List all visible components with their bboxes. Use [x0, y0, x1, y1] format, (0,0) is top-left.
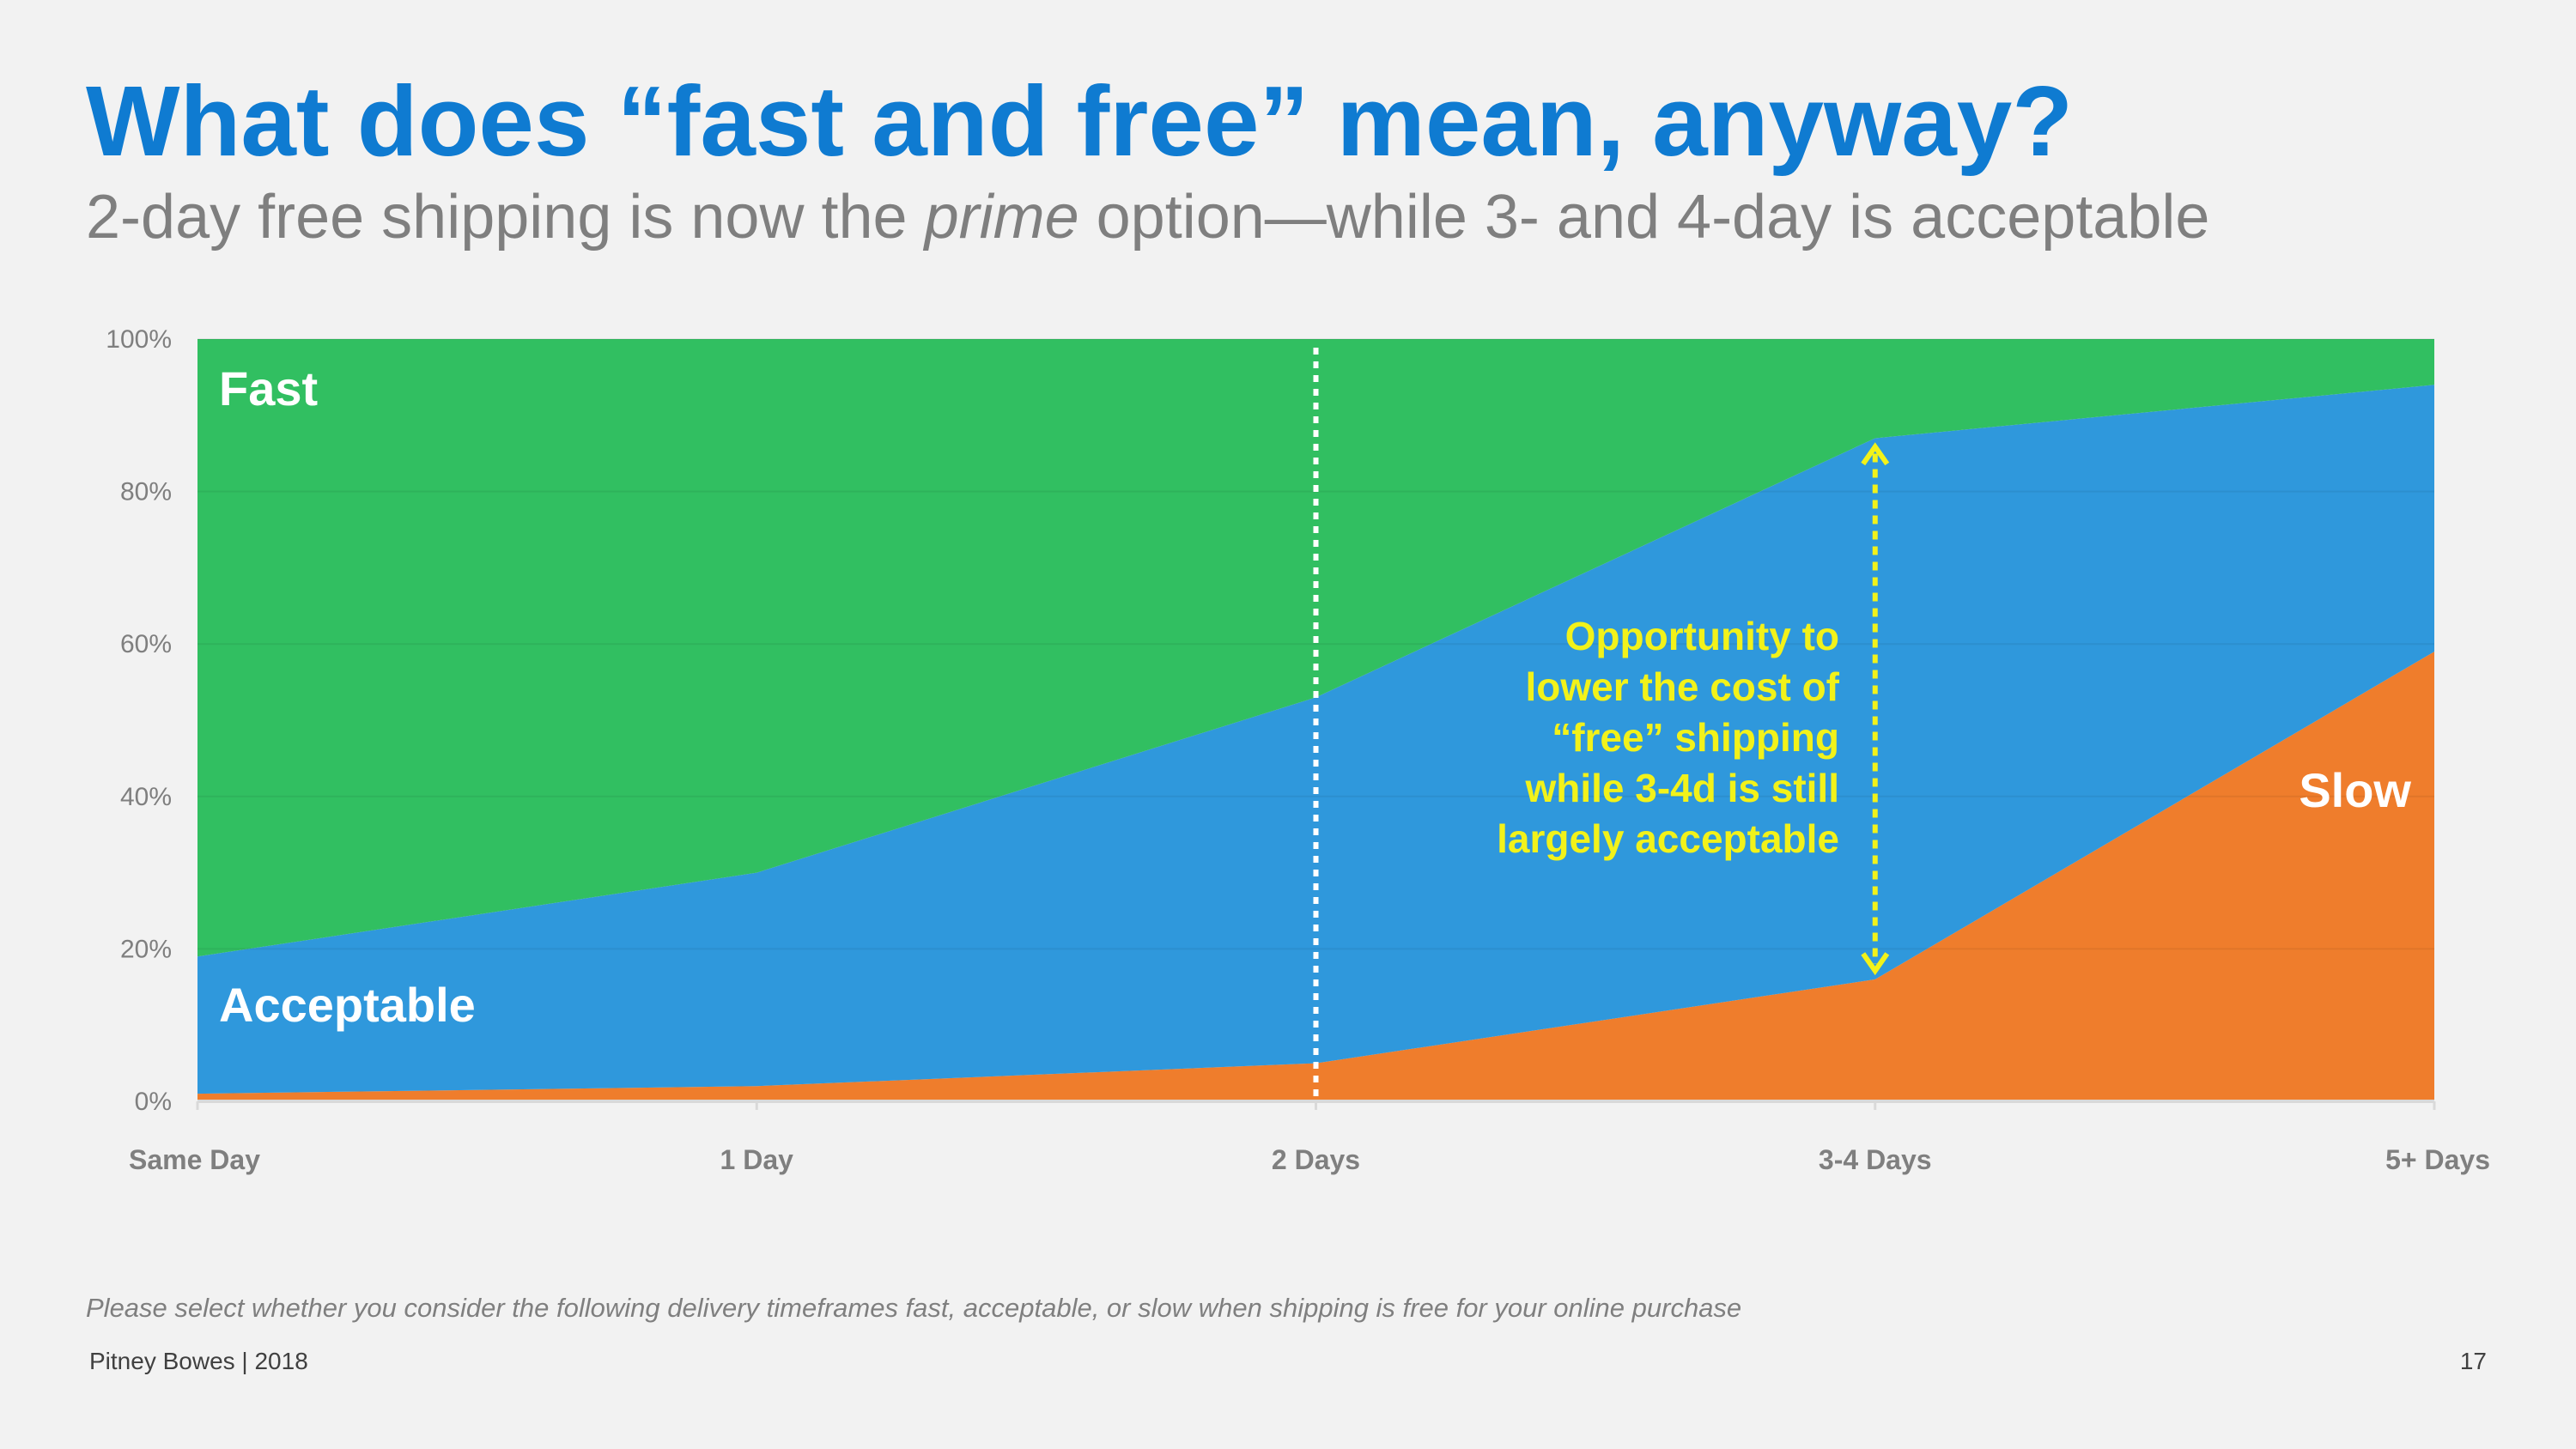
- y-tick-label: 20%: [120, 935, 172, 963]
- y-tick-label: 40%: [120, 783, 172, 811]
- x-category-label: 2 Days: [1272, 1144, 1360, 1175]
- annotation-line: “free” shipping: [1552, 715, 1839, 760]
- annotation-line: lower the cost of: [1526, 664, 1840, 709]
- x-category-label: 1 Day: [720, 1144, 794, 1175]
- source-label: Pitney Bowes | 2018: [89, 1348, 308, 1374]
- annotation-line: Opportunity to: [1565, 614, 1839, 658]
- y-tick-label: 60%: [120, 630, 172, 658]
- x-category-label: 5+ Days: [2385, 1144, 2490, 1175]
- slide-subtitle: 2-day free shipping is now the prime opt…: [86, 183, 2210, 252]
- series-label-fast: Fast: [219, 361, 318, 415]
- subtitle-part-1: 2-day free shipping is now the: [86, 183, 925, 252]
- subtitle-part-2: option—while 3- and 4-day is acceptable: [1078, 183, 2210, 252]
- annotation-line: largely acceptable: [1497, 816, 1839, 861]
- series-label-slow: Slow: [2299, 763, 2411, 817]
- y-tick-label: 100%: [106, 325, 172, 354]
- series-label-acceptable: Acceptable: [219, 978, 476, 1032]
- area-fast: [197, 339, 2434, 957]
- page-number: 17: [2459, 1348, 2487, 1374]
- opportunity-arrow-head-up: [1861, 442, 1890, 466]
- survey-question-footnote: Please select whether you consider the f…: [86, 1293, 1742, 1323]
- slide-title: What does “fast and free” mean, anyway?: [86, 65, 2074, 177]
- y-tick-label: 80%: [120, 478, 172, 506]
- area-slow: [197, 652, 2434, 1101]
- y-tick-label: 0%: [135, 1088, 172, 1116]
- subtitle-emphasis: prime: [924, 183, 1079, 252]
- opportunity-arrow-head-down: [1861, 952, 1890, 976]
- annotation-line: while 3-4d is still: [1524, 766, 1839, 810]
- x-category-label: Same Day: [129, 1144, 260, 1175]
- x-category-label: 3-4 Days: [1819, 1144, 1932, 1175]
